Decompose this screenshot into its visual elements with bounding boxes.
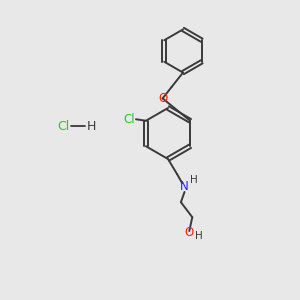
Text: H: H bbox=[87, 119, 96, 133]
Text: O: O bbox=[185, 226, 194, 239]
Text: Cl: Cl bbox=[124, 113, 135, 126]
Text: H: H bbox=[195, 231, 203, 242]
Text: O: O bbox=[158, 92, 167, 105]
Text: H: H bbox=[190, 175, 198, 185]
Text: Cl: Cl bbox=[57, 119, 69, 133]
Text: N: N bbox=[180, 180, 189, 193]
